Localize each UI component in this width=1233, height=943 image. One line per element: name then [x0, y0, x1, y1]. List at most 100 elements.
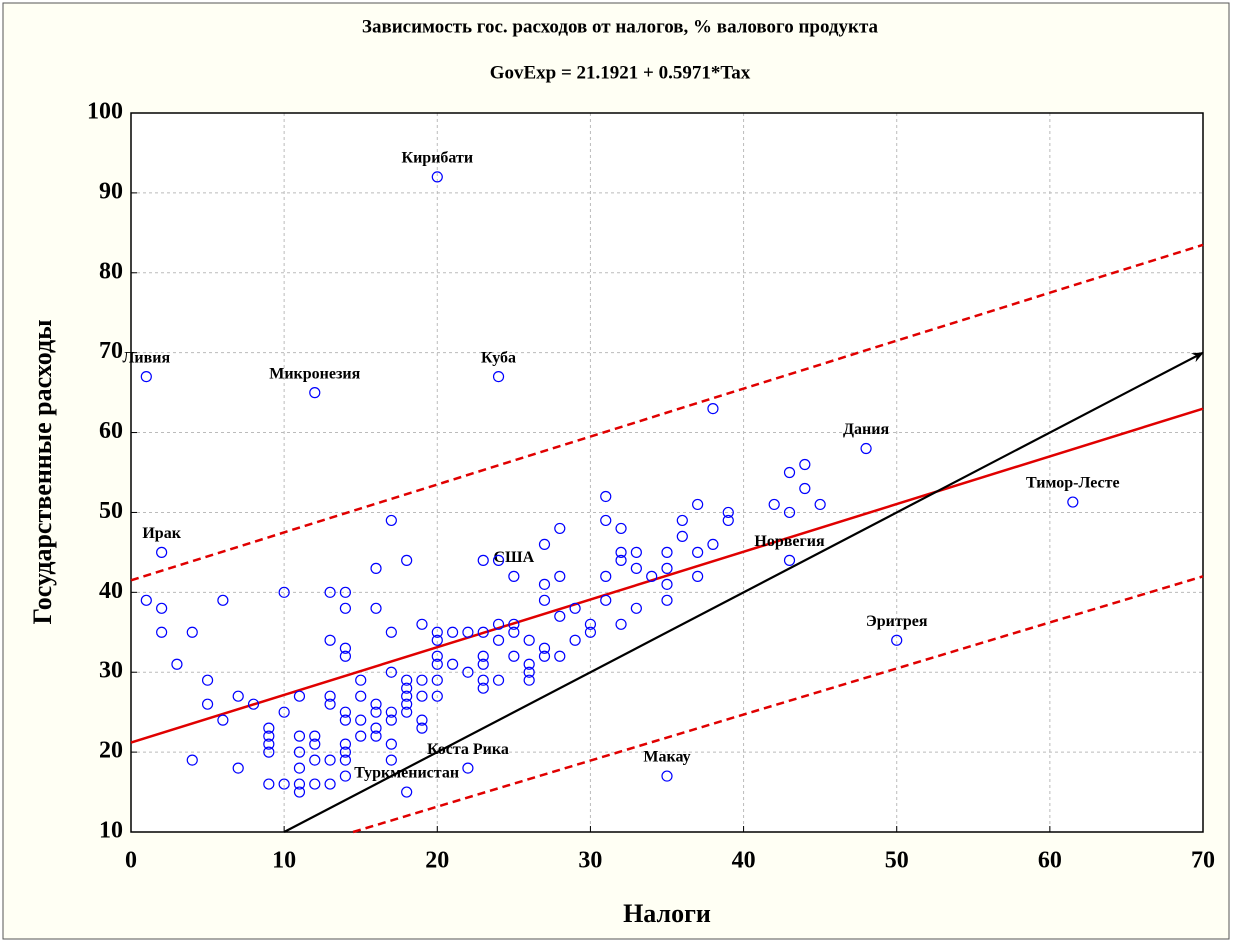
point: [278, 778, 290, 790]
x-tick-label: 20: [425, 848, 449, 874]
point-label: Тимор-Лесте: [1026, 475, 1120, 492]
point: [646, 570, 658, 582]
y-tick-label: 100: [87, 99, 123, 125]
point: [860, 442, 872, 455]
point: [293, 730, 306, 742]
point: [692, 546, 704, 558]
point: [339, 602, 351, 614]
point: [1067, 496, 1079, 508]
point: [293, 746, 306, 758]
point: [370, 698, 382, 710]
point: [554, 570, 566, 582]
point: [630, 546, 642, 558]
point: [401, 674, 413, 686]
point: [676, 530, 688, 543]
point: [783, 506, 796, 519]
point: [630, 562, 642, 574]
point: [263, 746, 275, 758]
point: [477, 554, 489, 566]
point: [401, 786, 413, 798]
point-label: Дания: [843, 421, 889, 438]
point: [309, 387, 321, 399]
point: [569, 634, 581, 646]
point: [385, 706, 397, 718]
y-tick-label: 70: [99, 338, 123, 364]
point: [263, 722, 275, 734]
point: [554, 610, 566, 622]
point: [156, 546, 168, 558]
point: [569, 602, 581, 614]
point: [523, 674, 535, 686]
point: [492, 554, 505, 566]
point: [201, 698, 214, 710]
point: [293, 690, 306, 702]
point: [385, 626, 397, 638]
point: [600, 570, 612, 582]
point: [339, 586, 351, 598]
x-tick-label: 30: [578, 848, 602, 874]
point: [661, 546, 673, 558]
point: [385, 754, 397, 766]
point: [385, 714, 397, 726]
point: [309, 778, 321, 790]
point: [630, 602, 642, 614]
point: [477, 626, 489, 638]
point: [324, 634, 336, 646]
point: [477, 674, 489, 686]
point-label: Туркменистан: [354, 765, 459, 782]
point: [339, 650, 351, 662]
point: [156, 626, 168, 638]
point: [768, 498, 780, 511]
point: [431, 626, 443, 638]
x-axis-title: Налоги: [623, 899, 711, 928]
point: [462, 626, 474, 638]
point: [462, 666, 474, 678]
point: [339, 738, 351, 750]
point: [355, 690, 367, 702]
plot-area: [131, 113, 1203, 832]
point: [263, 778, 275, 790]
point: [401, 682, 413, 694]
point: [783, 466, 796, 479]
x-tick-label: 70: [1191, 848, 1215, 874]
point: [523, 666, 535, 678]
point: [615, 554, 627, 566]
point: [140, 371, 152, 383]
point: [186, 626, 198, 638]
point: [324, 754, 336, 766]
arrow-line: [283, 351, 1204, 833]
regression-line: [130, 407, 1204, 744]
point: [661, 578, 673, 590]
point: [477, 682, 489, 694]
point: [401, 698, 413, 710]
point: [324, 690, 336, 702]
point: [140, 594, 152, 606]
point: [492, 634, 505, 646]
point: [370, 730, 382, 742]
point: [477, 658, 489, 670]
point: [508, 570, 520, 582]
confidence-band: [352, 575, 1204, 834]
point: [707, 538, 719, 551]
point: [707, 402, 719, 415]
y-tick-label: 80: [99, 258, 123, 284]
point: [891, 634, 903, 646]
point: [615, 522, 627, 535]
point-label: Эритрея: [866, 613, 928, 630]
point: [492, 618, 505, 630]
point: [431, 634, 443, 646]
point: [508, 626, 520, 638]
point: [508, 618, 520, 630]
point: [186, 754, 198, 766]
point: [217, 714, 229, 726]
point-label: Ирак: [142, 525, 181, 542]
confidence-band: [130, 243, 1204, 582]
y-tick-label: 30: [99, 658, 123, 684]
point: [416, 674, 428, 686]
point: [661, 770, 673, 782]
point: [538, 538, 551, 551]
point: [232, 690, 244, 702]
point: [156, 602, 168, 614]
point: [799, 458, 811, 471]
